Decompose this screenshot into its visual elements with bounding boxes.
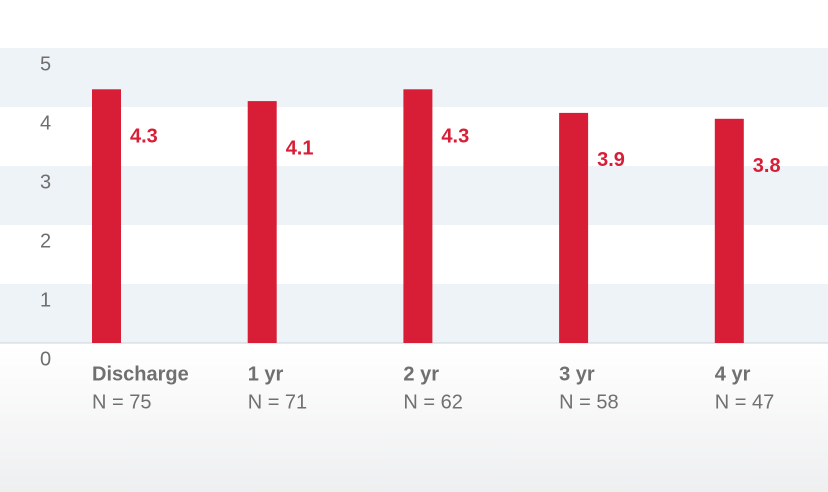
y-tick-label: 5 [40, 53, 51, 75]
x-tick-label: 1 yr [248, 363, 284, 385]
y-tick-label: 0 [40, 348, 51, 370]
y-tick-label: 2 [40, 230, 51, 252]
bar [403, 89, 433, 343]
value-label: 4.3 [441, 126, 469, 148]
plot-area: 0 1 2 3 4 5 4.3 Discharge N = 75 4.1 1 yr N = 71 4.3… [0, 53, 828, 413]
x-tick-label: 4 yr [715, 363, 751, 385]
sample-size-label: N = 75 [92, 391, 151, 413]
value-label: 3.9 [597, 149, 625, 171]
y-tick-label: 1 [40, 289, 51, 311]
x-tick-label: 3 yr [559, 363, 595, 385]
x-tick-label: Discharge [92, 363, 189, 385]
sample-size-label: N = 62 [403, 391, 462, 413]
bar [92, 89, 121, 343]
sample-size-label: N = 58 [559, 391, 618, 413]
sample-size-label: N = 47 [715, 391, 774, 413]
value-label: 4.3 [130, 126, 158, 148]
bar [714, 118, 744, 343]
bar [559, 112, 589, 344]
x-tick-label: 2 yr [403, 363, 439, 385]
bar [247, 101, 277, 343]
y-tick-label: 3 [40, 171, 51, 193]
value-label: 4.1 [286, 137, 314, 159]
sample-size-label: N = 71 [248, 391, 307, 413]
y-tick-label: 4 [40, 112, 51, 134]
value-label: 3.8 [753, 155, 781, 177]
